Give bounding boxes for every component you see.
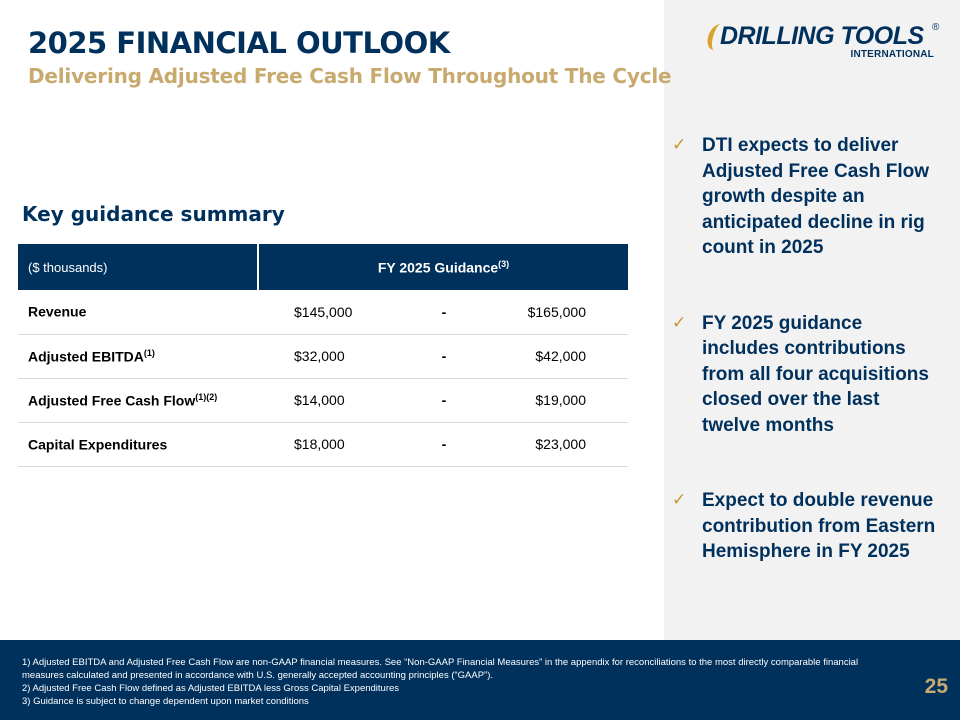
footnote-1: 1) Adjusted EBITDA and Adjusted Free Cas… xyxy=(22,657,859,681)
row-metric: Revenue xyxy=(18,290,258,334)
table-row: Adjusted EBITDA(1) $32,000 - $42,000 xyxy=(18,334,628,378)
key-points-list: ✓ DTI expects to deliver Adjusted Free C… xyxy=(672,133,942,615)
footer-bar: 1) Adjusted EBITDA and Adjusted Free Cas… xyxy=(0,640,960,720)
company-logo: DRILLING TOOLS ® INTERNATIONAL xyxy=(704,20,948,64)
row-range-dash: - xyxy=(441,436,447,452)
guidance-heading: Key guidance summary xyxy=(22,202,285,226)
bullet-text: DTI expects to deliver Adjusted Free Cas… xyxy=(702,135,929,258)
checkmark-icon: ✓ xyxy=(672,312,687,333)
metric-label: Adjusted Free Cash Flow xyxy=(28,392,196,409)
checkmark-icon: ✓ xyxy=(672,490,687,510)
row-metric: Capital Expenditures xyxy=(18,422,258,466)
list-item: ✓ DTI expects to deliver Adjusted Free C… xyxy=(672,133,942,261)
bullet-text: FY 2025 guidance includes contributions … xyxy=(702,312,929,436)
checkmark-icon: ✓ xyxy=(672,135,687,155)
metric-footnote: (1)(2) xyxy=(195,391,218,402)
row-metric: Adjusted Free Cash Flow(1)(2) xyxy=(18,378,258,422)
logo-main-text: DRILLING TOOLS xyxy=(720,22,924,50)
list-item: ✓ FY 2025 guidance includes contribution… xyxy=(672,311,942,439)
guidance-table: ($ thousands) FY 2025 Guidance(3) Revenu… xyxy=(18,244,628,467)
logo-sub-text: INTERNATIONAL xyxy=(850,49,934,60)
row-low-value: $14,000 xyxy=(294,392,345,408)
row-metric: Adjusted EBITDA(1) xyxy=(18,334,258,378)
row-high-value: $165,000 xyxy=(527,303,586,320)
header-guidance-label: FY 2025 Guidance xyxy=(377,259,499,276)
metric-label: Capital Expenditures xyxy=(28,436,168,453)
row-range-dash: - xyxy=(441,392,447,408)
row-low-value: $32,000 xyxy=(294,348,345,364)
footnote-3: 3) Guidance is subject to change depende… xyxy=(22,696,309,707)
list-item: ✓ Expect to double revenue contribution … xyxy=(672,488,942,565)
bullet-text: Expect to double revenue contribution fr… xyxy=(702,490,936,562)
metric-label: Revenue xyxy=(28,304,87,321)
header-units: ($ thousands) xyxy=(28,259,108,275)
row-high-value: $23,000 xyxy=(535,436,586,452)
page-number: 25 xyxy=(924,675,948,698)
row-high-value: $42,000 xyxy=(535,348,586,364)
table-header-row: ($ thousands) FY 2025 Guidance(3) xyxy=(18,244,628,290)
footnotes: 1) Adjusted EBITDA and Adjusted Free Cas… xyxy=(22,656,902,708)
table-row: Revenue $145,000 - $165,000 xyxy=(18,290,628,334)
logo-registered-mark: ® xyxy=(932,22,940,33)
right-panel xyxy=(664,0,960,640)
row-range-dash: - xyxy=(441,348,447,364)
slide-subtitle: Delivering Adjusted Free Cash Flow Throu… xyxy=(28,64,672,88)
table-row: Adjusted Free Cash Flow(1)(2) $14,000 - … xyxy=(18,378,628,422)
table-row: Capital Expenditures $18,000 - $23,000 xyxy=(18,422,628,466)
metric-label: Adjusted EBITDA xyxy=(28,348,144,365)
footnote-2: 2) Adjusted Free Cash Flow defined as Ad… xyxy=(22,683,400,694)
row-range-dash: - xyxy=(441,303,447,320)
metric-footnote: (1) xyxy=(143,347,155,358)
row-low-value: $145,000 xyxy=(294,303,353,320)
row-low-value: $18,000 xyxy=(294,436,345,452)
row-high-value: $19,000 xyxy=(535,392,586,408)
header-guidance-footnote: (3) xyxy=(498,258,510,269)
header-guidance: FY 2025 Guidance(3) xyxy=(257,244,628,290)
slide-title: 2025 FINANCIAL OUTLOOK xyxy=(28,26,450,60)
